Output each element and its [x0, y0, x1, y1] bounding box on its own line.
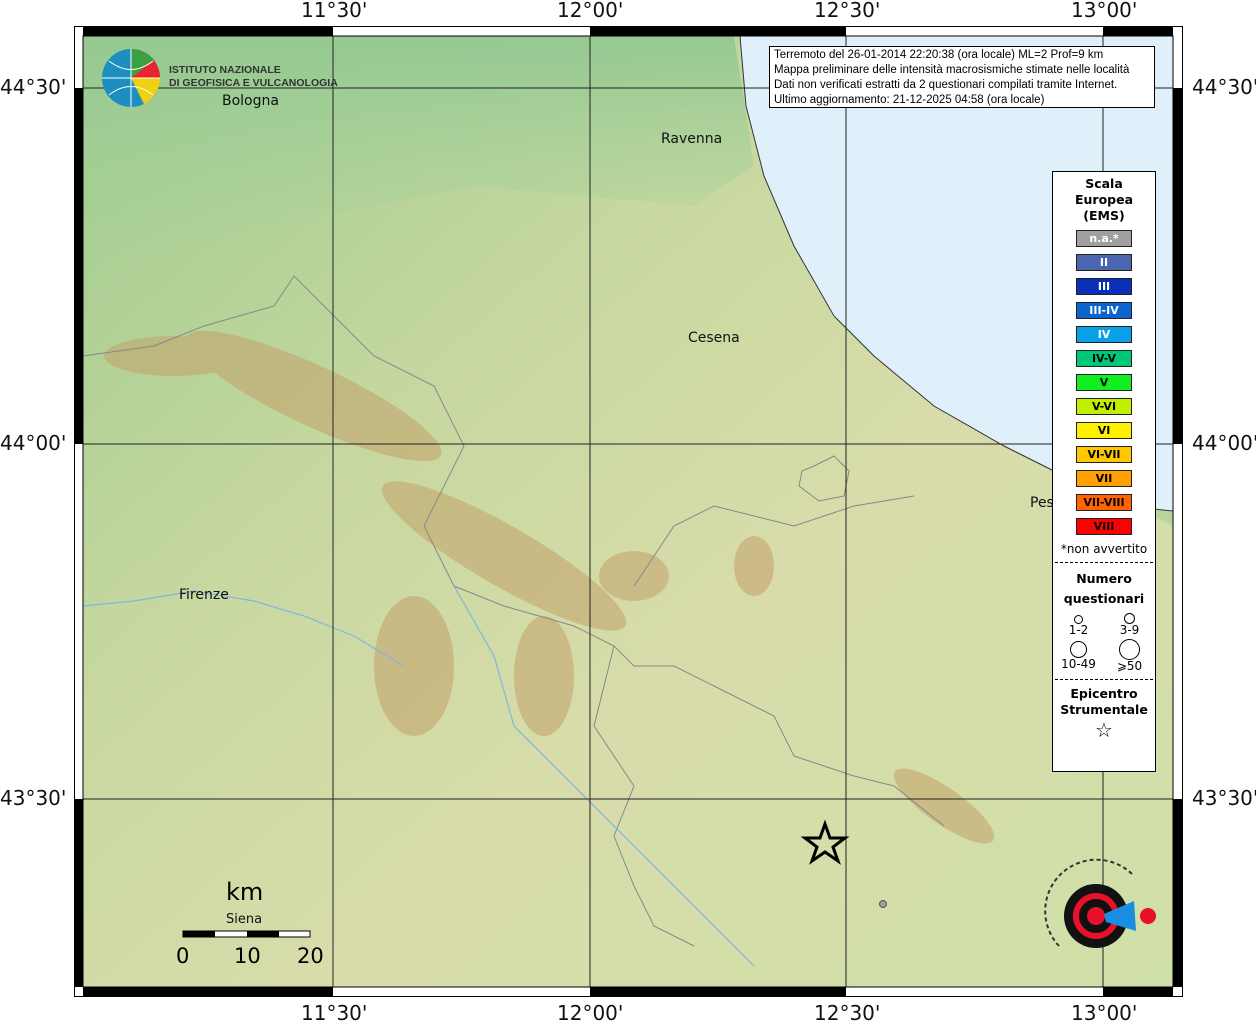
count-label: 10-49 — [1061, 657, 1096, 671]
info-line: Ultimo aggiornamento: 21-12-2025 04:58 (… — [774, 94, 1045, 106]
ingv-line1: ISTITUTO NAZIONALE — [169, 64, 281, 76]
intensity-map[interactable] — [74, 26, 1183, 997]
lat-tick: 43°30' — [0, 786, 67, 810]
intensity-swatch: II — [1076, 254, 1132, 271]
intensity-swatch: VI-VII — [1076, 446, 1132, 463]
intensity-swatch: VI — [1076, 422, 1132, 439]
scale-unit: km — [226, 878, 264, 906]
hsit-logo — [1044, 858, 1156, 948]
intensity-point[interactable] — [879, 900, 887, 908]
scale-label: 20 — [297, 944, 324, 968]
lon-tick: 11°30' — [301, 1001, 368, 1025]
star-icon: ☆ — [1095, 718, 1113, 742]
intensity-swatch: IV — [1076, 326, 1132, 343]
count-title: questionari — [1063, 591, 1145, 606]
ingv-logo-text: ISTITUTO NAZIONALE DI GEOFISICA E VULCAN… — [169, 64, 338, 90]
lat-tick: 44°30' — [1192, 75, 1256, 99]
lat-tick: 44°30' — [0, 75, 67, 99]
lon-tick: 12°00' — [557, 1001, 624, 1025]
city-label: Firenze — [179, 587, 229, 603]
lon-tick: 13°00' — [1071, 0, 1138, 22]
city-label: Siena — [226, 912, 263, 927]
city-label: Cesena — [688, 330, 740, 346]
lat-tick: 44°00' — [1192, 431, 1256, 455]
legend: Scala Europea (EMS) n.a.* II III III-IV IV IV… — [1052, 171, 1156, 772]
ingv-logo — [102, 48, 161, 107]
count-label: ⩾50 — [1116, 659, 1143, 673]
count-title: Numero — [1076, 571, 1132, 586]
intensity-swatch: VII — [1076, 470, 1132, 487]
intensity-swatch: VII-VIII — [1076, 494, 1132, 511]
info-line: Terremoto del 26-01-2014 22:20:38 (ora l… — [774, 49, 1104, 61]
epicenter-title: Strumentale — [1060, 702, 1148, 717]
lat-tick: 44°00' — [0, 431, 67, 455]
circle-xlarge-icon — [1119, 639, 1140, 660]
intensity-swatch: V-VI — [1076, 398, 1132, 415]
lon-tick: 13°00' — [1071, 1001, 1138, 1025]
circle-medium-icon — [1124, 613, 1135, 624]
intensity-swatch: V — [1076, 374, 1132, 391]
legend-note: *non avvertito — [1060, 542, 1148, 556]
city-label: Pes — [1030, 495, 1054, 511]
intensity-swatch: III-IV — [1076, 302, 1132, 319]
info-line: Mappa preliminare delle intensità macros… — [774, 64, 1130, 76]
info-line: Dati non verificati estratti da 2 questi… — [774, 79, 1118, 91]
intensity-swatch: n.a.* — [1076, 230, 1132, 247]
circle-large-icon — [1070, 641, 1087, 658]
count-label: 3-9 — [1119, 623, 1140, 637]
scale-label: 0 — [176, 944, 190, 968]
epicenter-title: Epicentro — [1070, 686, 1138, 701]
city-label: Bologna — [222, 93, 279, 109]
scale-label: 10 — [234, 944, 261, 968]
ingv-line2: DI GEOFISICA E VULCANOLOGIA — [169, 77, 338, 89]
count-label: 1-2 — [1068, 623, 1089, 637]
epicenter-star-icon[interactable] — [800, 819, 850, 865]
intensity-swatch: VIII — [1076, 518, 1132, 535]
intensity-swatch: III — [1076, 278, 1132, 295]
legend-title: Scala — [1085, 176, 1123, 191]
event-info-box: Terremoto del 26-01-2014 22:20:38 (ora l… — [769, 46, 1155, 108]
circle-small-icon — [1074, 615, 1083, 624]
city-label: Ravenna — [661, 131, 723, 147]
scale-bar — [182, 930, 311, 938]
lon-tick: 12°30' — [814, 0, 881, 22]
intensity-swatch: IV-V — [1076, 350, 1132, 367]
legend-title: (EMS) — [1083, 208, 1125, 223]
legend-title: Europea — [1074, 192, 1134, 207]
lat-tick: 43°30' — [1192, 786, 1256, 810]
lon-tick: 12°00' — [557, 0, 624, 22]
lon-tick: 12°30' — [814, 1001, 881, 1025]
lon-tick: 11°30' — [301, 0, 368, 22]
